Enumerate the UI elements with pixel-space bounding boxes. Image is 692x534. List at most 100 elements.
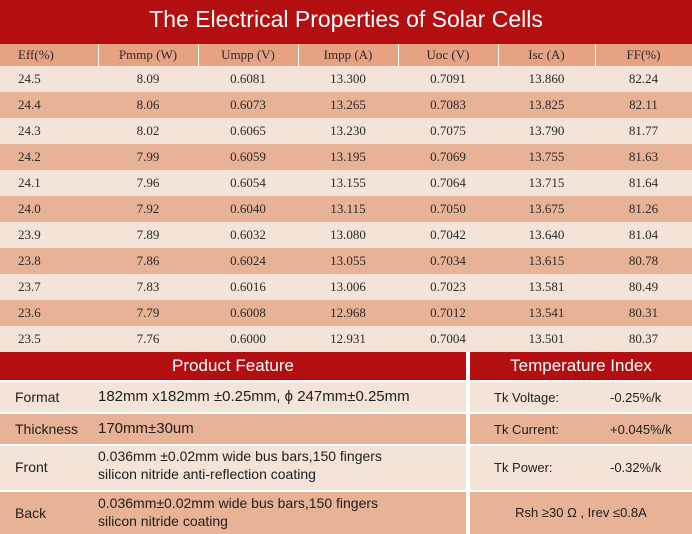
tk-voltage-value: -0.25%/k bbox=[610, 390, 662, 405]
cell-uoc: 0.7069 bbox=[398, 144, 498, 170]
cell-ff: 80.37 bbox=[595, 326, 692, 352]
table-row: 23.6 7.79 0.6008 12.968 0.7012 13.541 80.31 bbox=[0, 300, 692, 326]
cell-pmmp: 8.02 bbox=[98, 118, 198, 144]
table-row: 23.5 7.76 0.6000 12.931 0.7004 13.501 80.37 bbox=[0, 326, 692, 352]
product-feature-title: Product Feature bbox=[172, 356, 294, 375]
temp-row-voltage: Tk Voltage: -0.25%/k bbox=[470, 382, 692, 412]
header-impp: Impp (A) bbox=[298, 44, 399, 66]
cell-isc: 13.790 bbox=[498, 118, 595, 144]
cell-impp: 13.055 bbox=[298, 248, 398, 274]
cell-eff: 24.4 bbox=[0, 92, 98, 118]
front-line2: silicon nitride anti-reflection coating bbox=[98, 466, 316, 482]
table-row: 24.3 8.02 0.6065 13.230 0.7075 13.790 81.77 bbox=[0, 118, 692, 144]
cell-impp: 12.931 bbox=[298, 326, 398, 352]
tk-power-label: Tk Power: bbox=[494, 460, 553, 475]
cell-isc: 13.715 bbox=[498, 170, 595, 196]
cell-eff: 24.2 bbox=[0, 144, 98, 170]
cell-eff: 24.5 bbox=[0, 66, 98, 92]
header-ff: FF(%) bbox=[595, 44, 692, 66]
cell-umpp: 0.6059 bbox=[198, 144, 298, 170]
cell-pmmp: 7.99 bbox=[98, 144, 198, 170]
cell-ff: 81.26 bbox=[595, 196, 692, 222]
cell-ff: 82.24 bbox=[595, 66, 692, 92]
cell-impp: 13.230 bbox=[298, 118, 398, 144]
cell-isc: 13.541 bbox=[498, 300, 595, 326]
cell-isc: 13.501 bbox=[498, 326, 595, 352]
cell-ff: 81.64 bbox=[595, 170, 692, 196]
column-divider bbox=[466, 352, 470, 534]
cell-impp: 13.155 bbox=[298, 170, 398, 196]
cell-ff: 80.78 bbox=[595, 248, 692, 274]
temp-row-current: Tk Current: +0.045%/k bbox=[470, 414, 692, 444]
feature-row-front: Front 0.036mm ±0.02mm wide bus bars,150 … bbox=[0, 446, 466, 490]
cell-umpp: 0.6016 bbox=[198, 274, 298, 300]
table-header-row: Eff(%) Pmmp (W) Umpp (V) Impp (A) Uoc (V… bbox=[0, 44, 692, 66]
cell-impp: 13.080 bbox=[298, 222, 398, 248]
thickness-label: Thickness bbox=[15, 421, 79, 437]
cell-isc: 13.675 bbox=[498, 196, 595, 222]
thickness-value: 170mm±30um bbox=[98, 420, 194, 437]
header-isc: Isc (A) bbox=[498, 44, 596, 66]
cell-impp: 13.195 bbox=[298, 144, 398, 170]
cell-pmmp: 7.76 bbox=[98, 326, 198, 352]
back-line1: 0.036mm±0.02mm wide bus bars,150 fingers bbox=[98, 495, 379, 511]
cell-eff: 23.8 bbox=[0, 248, 98, 274]
back-line2: silicon nitride coating bbox=[98, 513, 228, 529]
cell-ff: 80.49 bbox=[595, 274, 692, 300]
cell-impp: 12.968 bbox=[298, 300, 398, 326]
temp-row-footer: Rsh ≥30 Ω , Irev ≤0.8A bbox=[470, 492, 692, 534]
cell-ff: 81.04 bbox=[595, 222, 692, 248]
feature-row-back: Back 0.036mm±0.02mm wide bus bars,150 fi… bbox=[0, 492, 466, 534]
table-row: 23.9 7.89 0.6032 13.080 0.7042 13.640 81.04 bbox=[0, 222, 692, 248]
cell-pmmp: 7.86 bbox=[98, 248, 198, 274]
cell-uoc: 0.7075 bbox=[398, 118, 498, 144]
cell-uoc: 0.7083 bbox=[398, 92, 498, 118]
cell-pmmp: 7.96 bbox=[98, 170, 198, 196]
header-eff: Eff(%) bbox=[0, 44, 99, 66]
cell-eff: 23.6 bbox=[0, 300, 98, 326]
cell-isc: 13.640 bbox=[498, 222, 595, 248]
cell-pmmp: 7.92 bbox=[98, 196, 198, 222]
cell-uoc: 0.7064 bbox=[398, 170, 498, 196]
front-line1: 0.036mm ±0.02mm wide bus bars,150 finger… bbox=[98, 448, 382, 464]
cell-umpp: 0.6054 bbox=[198, 170, 298, 196]
cell-uoc: 0.7034 bbox=[398, 248, 498, 274]
cell-pmmp: 7.83 bbox=[98, 274, 198, 300]
header-uoc: Uoc (V) bbox=[398, 44, 499, 66]
cell-umpp: 0.6032 bbox=[198, 222, 298, 248]
cell-ff: 80.31 bbox=[595, 300, 692, 326]
tk-current-label: Tk Current: bbox=[494, 422, 560, 437]
cell-isc: 13.615 bbox=[498, 248, 595, 274]
tk-power-value: -0.32%/k bbox=[610, 460, 662, 475]
cell-impp: 13.265 bbox=[298, 92, 398, 118]
page-title: The Electrical Properties of Solar Cells bbox=[149, 6, 543, 32]
cell-ff: 82.11 bbox=[595, 92, 692, 118]
tk-current-value: +0.045%/k bbox=[610, 422, 672, 437]
product-feature-header: Product Feature bbox=[0, 352, 466, 380]
temperature-index-header: Temperature Index bbox=[470, 352, 692, 380]
cell-uoc: 0.7023 bbox=[398, 274, 498, 300]
tk-voltage-label: Tk Voltage: bbox=[494, 390, 560, 405]
title-bar: The Electrical Properties of Solar Cells bbox=[0, 0, 692, 44]
cell-uoc: 0.7050 bbox=[398, 196, 498, 222]
cell-uoc: 0.7091 bbox=[398, 66, 498, 92]
cell-umpp: 0.6065 bbox=[198, 118, 298, 144]
header-umpp: Umpp (V) bbox=[198, 44, 299, 66]
format-label: Format bbox=[15, 389, 60, 405]
cell-eff: 23.5 bbox=[0, 326, 98, 352]
cell-isc: 13.860 bbox=[498, 66, 595, 92]
table-row: 24.5 8.09 0.6081 13.300 0.7091 13.860 82.24 bbox=[0, 66, 692, 92]
cell-impp: 13.115 bbox=[298, 196, 398, 222]
table-row: 24.0 7.92 0.6040 13.115 0.7050 13.675 81.26 bbox=[0, 196, 692, 222]
cell-umpp: 0.6024 bbox=[198, 248, 298, 274]
table-row: 23.7 7.83 0.6016 13.006 0.7023 13.581 80.49 bbox=[0, 274, 692, 300]
feature-row-thickness: Thickness 170mm±30um bbox=[0, 414, 466, 444]
feature-row-format: Format 182mm x182mm ±0.25mm, ϕ 247mm±0.2… bbox=[0, 382, 466, 412]
cell-eff: 23.9 bbox=[0, 222, 98, 248]
temperature-index-title: Temperature Index bbox=[510, 356, 652, 375]
rsh-irev-spec: Rsh ≥30 Ω , Irev ≤0.8A bbox=[515, 505, 647, 520]
cell-pmmp: 8.09 bbox=[98, 66, 198, 92]
cell-impp: 13.300 bbox=[298, 66, 398, 92]
cell-umpp: 0.6040 bbox=[198, 196, 298, 222]
electrical-properties-table: Eff(%) Pmmp (W) Umpp (V) Impp (A) Uoc (V… bbox=[0, 44, 692, 352]
